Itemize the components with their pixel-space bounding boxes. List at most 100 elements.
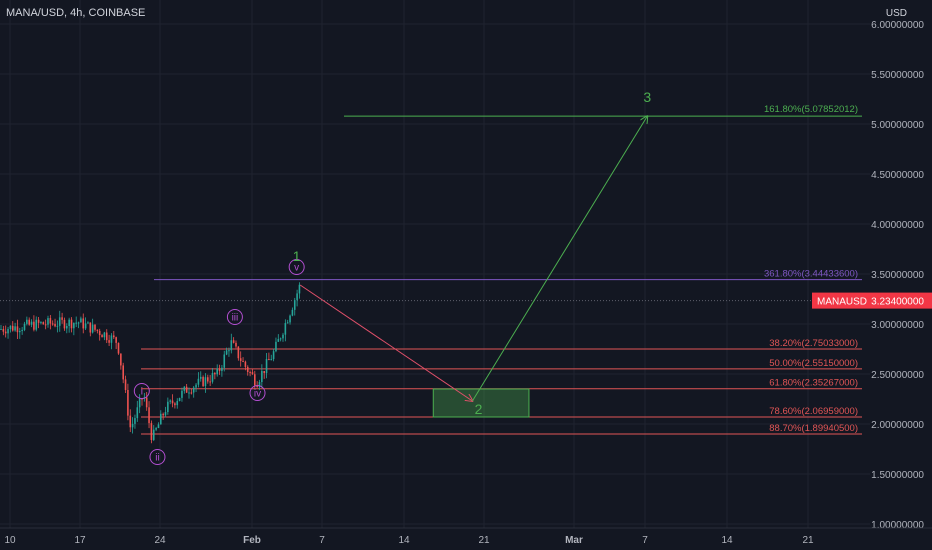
candle-body — [216, 368, 218, 375]
candle-body — [30, 321, 33, 325]
x-tick-label: 7 — [319, 535, 325, 546]
candle-body — [244, 361, 247, 367]
candle-body — [131, 423, 134, 428]
candle-body — [115, 337, 117, 343]
candle-body — [16, 326, 19, 333]
candle-body — [14, 326, 16, 331]
fib-level-label: 50.00%(2.55150000) — [769, 358, 858, 369]
candle-body — [122, 365, 124, 380]
candle-body — [37, 319, 40, 323]
candle-body — [84, 323, 87, 329]
wave-label-circle — [149, 449, 166, 465]
x-tick-label: 21 — [802, 535, 814, 546]
wave-2-target-zone — [432, 388, 530, 418]
candle-body — [192, 387, 195, 393]
candle-body — [199, 376, 202, 379]
candle-body — [207, 377, 209, 382]
candle-body — [218, 368, 221, 371]
candle-body — [56, 325, 59, 327]
projection-arrow-wave-2 — [299, 284, 472, 401]
y-tick-label: 5.50000000 — [871, 70, 924, 81]
chart-title: MANA/USD, 4h, COINBASE — [6, 7, 145, 19]
candle-body — [282, 334, 284, 339]
candle-body — [87, 322, 89, 324]
candle-body — [164, 412, 167, 416]
candle-body — [141, 398, 143, 400]
candle-body — [152, 429, 155, 440]
candle-body — [235, 342, 237, 347]
candle-body — [275, 341, 277, 352]
wave-label-2: 2 — [475, 401, 483, 417]
candle-body — [272, 351, 275, 360]
y-tick-label: 3.50000000 — [871, 270, 924, 281]
y-tick-label: 1.00000000 — [871, 520, 924, 531]
y-tick-label: 2.50000000 — [871, 370, 924, 381]
wave-label-iv: iv — [254, 389, 261, 400]
candle-body — [279, 338, 282, 340]
candle-body — [298, 284, 301, 294]
candle-body — [251, 372, 254, 375]
candle-body — [178, 397, 181, 402]
wave-label-1: 1 — [293, 248, 301, 264]
candle-body — [221, 367, 223, 371]
candle-body — [51, 323, 54, 325]
candle-body — [136, 407, 139, 419]
candle-body — [145, 397, 148, 408]
candle-body — [2, 328, 5, 332]
candle-body — [91, 324, 94, 333]
candle-body — [33, 321, 35, 330]
fib-level-label: 38.20%(2.75033000) — [769, 338, 858, 349]
price-badge-ticker: MANAUSD — [817, 297, 867, 308]
wave-label-iii: iii — [232, 313, 239, 324]
candle-body — [98, 330, 101, 336]
wave-label-circle — [133, 383, 150, 399]
candle-body — [249, 372, 251, 374]
y-tick-label: 4.50000000 — [871, 170, 924, 181]
candle-body — [61, 317, 63, 320]
x-tick-label: 14 — [721, 535, 733, 546]
candle-body — [138, 398, 141, 408]
candle-body — [254, 374, 256, 386]
x-tick-label: 24 — [154, 535, 166, 546]
candle-body — [268, 358, 270, 361]
candle-body — [19, 331, 21, 333]
candle-body — [9, 325, 12, 330]
candle-body — [58, 317, 61, 326]
candle-body — [270, 359, 273, 361]
target-level-label: 161.80%(5.07852012) — [764, 104, 858, 115]
candle-body — [160, 413, 162, 425]
candle-body — [129, 415, 132, 428]
candle-body — [204, 377, 207, 387]
candle-body — [89, 322, 92, 333]
candle-body — [35, 319, 38, 330]
x-tick-label: Feb — [243, 535, 261, 546]
x-tick-label: 7 — [642, 535, 648, 546]
candle-body — [124, 379, 127, 390]
candle-body — [258, 382, 261, 388]
candle-body — [289, 315, 291, 323]
candle-body — [105, 332, 108, 341]
candle-body — [75, 322, 77, 324]
candle-body — [42, 322, 45, 325]
x-tick-label: 17 — [74, 535, 86, 546]
candle-body — [117, 342, 120, 354]
candle-body — [230, 340, 233, 351]
x-tick-label: 10 — [4, 535, 16, 546]
price-badge-value: 3.23400000 — [871, 297, 924, 308]
candle-body — [246, 366, 249, 373]
candle-body — [209, 381, 211, 383]
candle-body — [214, 372, 216, 375]
candle-body — [63, 319, 66, 329]
candle-body — [40, 322, 42, 324]
y-tick-label: 4.00000000 — [871, 220, 924, 231]
candle-body — [256, 385, 258, 388]
candle-body — [176, 401, 179, 406]
candle-body — [77, 322, 80, 324]
wave-label-circle — [226, 309, 243, 325]
candles — [0, 282, 301, 444]
candle-body — [202, 376, 204, 387]
y-tick-label: 3.00000000 — [871, 320, 924, 331]
candle-body — [237, 346, 240, 359]
